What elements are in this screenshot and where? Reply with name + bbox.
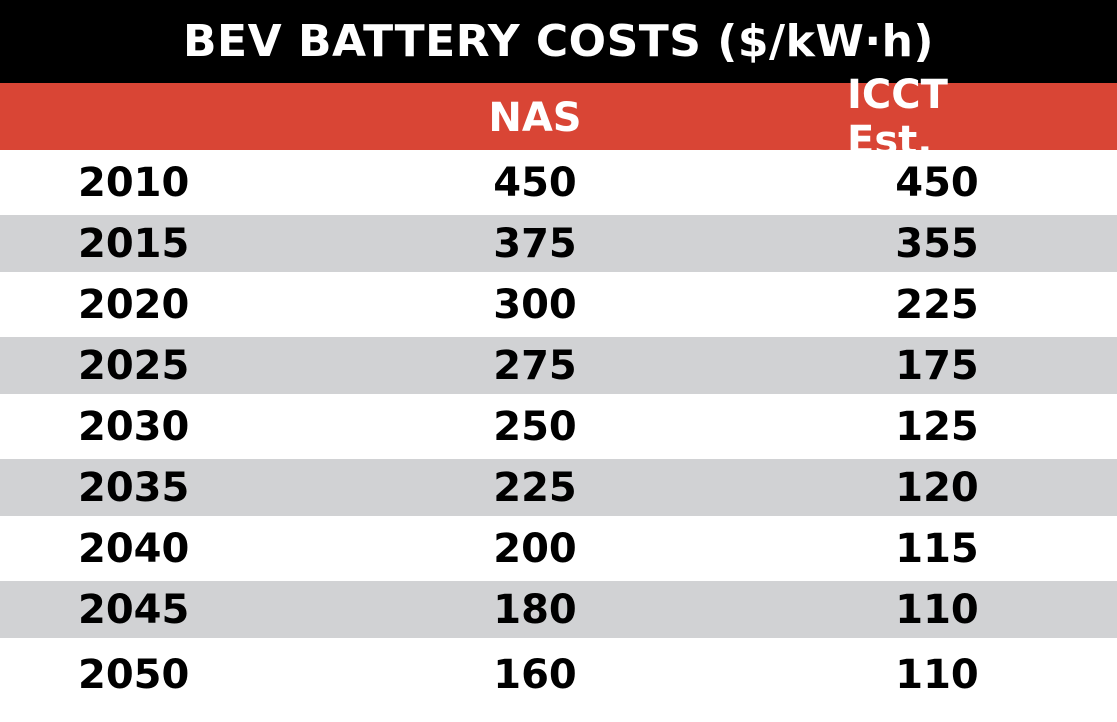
table-row: 2010 450 450 [0, 150, 1117, 215]
table-row: 2020 300 225 [0, 272, 1117, 337]
year-cell: 2025 [78, 342, 190, 389]
icct-cell: 355 [895, 220, 979, 267]
nas-cell: 200 [493, 525, 577, 572]
table-row: 2045 180 110 [0, 581, 1117, 638]
nas-cell: 225 [493, 464, 577, 511]
year-cell: 2015 [78, 220, 190, 267]
table-body: 2010 450 450 2015 375 355 2020 300 225 2025 275 175… [0, 150, 1117, 712]
icct-cell: 110 [895, 652, 979, 698]
table-header: NAS ICCT Est. [0, 72, 1117, 164]
table-title: BEV BATTERY COSTS ($/kW·h) [0, 0, 1117, 83]
icct-cell: 125 [895, 403, 979, 450]
nas-cell: 180 [493, 586, 577, 633]
year-cell: 2020 [78, 281, 190, 328]
year-cell: 2040 [78, 525, 190, 572]
icct-cell: 175 [895, 342, 979, 389]
table-row: 2050 160 110 [0, 638, 1117, 712]
table-row: 2025 275 175 [0, 337, 1117, 394]
icct-cell: 225 [895, 281, 979, 328]
icct-cell: 115 [895, 525, 979, 572]
year-cell: 2050 [78, 652, 190, 698]
nas-cell: 250 [493, 403, 577, 450]
year-cell: 2045 [78, 586, 190, 633]
table-row: 2040 200 115 [0, 516, 1117, 581]
icct-cell: 120 [895, 464, 979, 511]
nas-cell: 375 [493, 220, 577, 267]
icct-cell: 450 [895, 159, 979, 206]
nas-cell: 300 [493, 281, 577, 328]
table-row: 2015 375 355 [0, 215, 1117, 272]
nas-cell: 275 [493, 342, 577, 389]
table-row: 2030 250 125 [0, 394, 1117, 459]
column-header-nas: NAS [488, 94, 582, 141]
year-cell: 2010 [78, 159, 190, 206]
year-cell: 2030 [78, 403, 190, 450]
icct-cell: 110 [895, 586, 979, 633]
year-cell: 2035 [78, 464, 190, 511]
column-header-icct: ICCT Est. [847, 71, 948, 164]
table-row: 2035 225 120 [0, 459, 1117, 516]
nas-cell: 160 [493, 652, 577, 698]
nas-cell: 450 [493, 159, 577, 206]
